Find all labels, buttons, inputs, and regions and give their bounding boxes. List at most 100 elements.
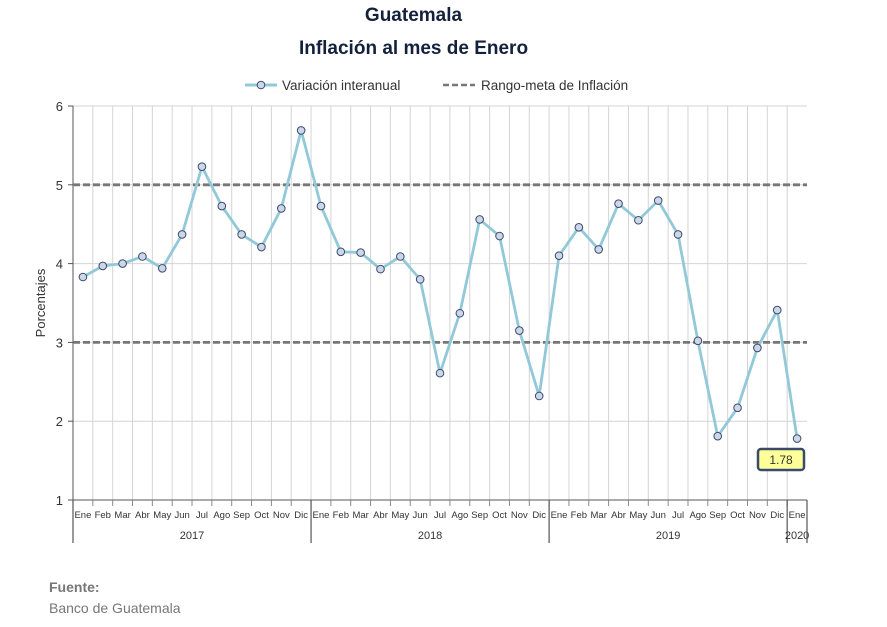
y-tick-label: 1 xyxy=(56,493,63,508)
data-point xyxy=(713,431,723,441)
x-tick-label: Feb xyxy=(571,510,587,521)
x-tick-label: May xyxy=(153,510,171,521)
x-tick-label: Mar xyxy=(114,510,130,521)
x-tick-label: Jun xyxy=(412,510,427,521)
x-tick-label: Mar xyxy=(352,510,368,521)
x-tick-label: Ago xyxy=(689,510,706,521)
x-tick-label: Oct xyxy=(492,510,507,521)
last-value-callout: 1.78 xyxy=(756,447,806,472)
x-tick-label: Jun xyxy=(174,510,189,521)
gridlines xyxy=(73,105,807,501)
x-tick-label: Sep xyxy=(233,510,250,521)
x-tick-label: Sep xyxy=(471,510,488,521)
legend-series-marker xyxy=(256,80,266,90)
chart-title: Guatemala xyxy=(364,5,463,26)
x-tick-label: Ene xyxy=(551,510,568,521)
y-tick-label: 2 xyxy=(56,414,63,429)
data-point xyxy=(98,261,108,271)
y-tick-label: 6 xyxy=(56,99,63,114)
x-tick-label: Nov xyxy=(749,510,766,521)
data-point xyxy=(356,248,365,257)
legend: Variación interanual Rango-meta de Infla… xyxy=(245,78,628,93)
legend-range-label: Rango-meta de Inflación xyxy=(481,78,628,93)
x-tick-label: Jul xyxy=(672,510,684,521)
data-point xyxy=(792,434,802,443)
x-tick-label: May xyxy=(391,510,409,521)
data-point xyxy=(316,201,326,211)
year-label: 2019 xyxy=(656,530,680,542)
x-tick-label: Abr xyxy=(373,510,388,521)
legend-series-label: Variación interanual xyxy=(282,78,400,93)
data-point xyxy=(78,272,88,282)
x-tick-label: May xyxy=(629,510,647,521)
data-point xyxy=(237,230,246,239)
x-tick-label: Feb xyxy=(333,510,349,521)
data-point xyxy=(495,231,504,241)
x-tick-label: Nov xyxy=(511,510,528,521)
data-point xyxy=(653,196,663,205)
data-point xyxy=(217,201,227,211)
data-point xyxy=(534,391,544,401)
data-point xyxy=(554,251,564,261)
x-tick-label: Ene xyxy=(789,510,806,521)
data-point xyxy=(296,126,306,135)
data-point xyxy=(396,252,405,261)
y-tick-label: 5 xyxy=(56,178,63,193)
data-point xyxy=(138,252,147,261)
x-tick-label: Jul xyxy=(196,510,208,521)
data-point xyxy=(376,264,385,274)
series-line xyxy=(82,129,799,439)
data-point xyxy=(415,275,425,284)
data-point xyxy=(276,204,286,213)
source-value: Banco de Guatemala xyxy=(49,600,181,616)
x-tick-label: Ago xyxy=(451,510,468,521)
data-point xyxy=(197,162,207,171)
year-label: 2017 xyxy=(180,530,204,542)
source-label: Fuente: xyxy=(49,579,100,595)
x-tick-label: Jul xyxy=(434,510,446,521)
callout-label: 1.78 xyxy=(769,453,793,467)
data-point xyxy=(594,245,604,254)
data-point xyxy=(772,305,782,315)
y-axis: 1 2 3 4 5 6 xyxy=(56,99,74,508)
chart-subtitle: Inflación al mes de Enero xyxy=(298,38,529,59)
year-label: 2018 xyxy=(418,530,442,542)
data-point xyxy=(574,223,584,232)
data-point xyxy=(257,242,266,252)
data-point xyxy=(753,343,762,353)
x-tick-label: Sep xyxy=(709,510,726,521)
data-point xyxy=(693,336,703,346)
data-point xyxy=(118,259,127,268)
x-tick-label: Jun xyxy=(651,510,666,521)
callout-box xyxy=(756,447,806,472)
data-point xyxy=(673,230,683,239)
x-tick-label: Nov xyxy=(273,510,290,521)
x-tick-label: Ene xyxy=(74,510,91,521)
data-point xyxy=(475,215,484,224)
x-tick-label: Mar xyxy=(591,510,607,521)
x-tick-label: Abr xyxy=(611,510,626,521)
x-tick-label: Abr xyxy=(135,510,150,521)
y-tick-label: 3 xyxy=(56,335,63,350)
data-point xyxy=(336,247,346,257)
data-point xyxy=(733,403,742,413)
data-point xyxy=(614,199,623,209)
x-tick-label: Oct xyxy=(730,510,745,521)
x-tick-label: Dic xyxy=(770,510,784,521)
y-axis-label: Porcentajes xyxy=(33,268,48,337)
data-point xyxy=(634,215,643,225)
data-point xyxy=(157,264,167,273)
x-tick-label: Oct xyxy=(254,510,269,521)
data-point xyxy=(177,230,187,239)
x-tick-label: Dic xyxy=(294,510,308,521)
x-axis: Ene Feb Mar Abr May Jun Jul Ago Sep Oct Nov Dic Ene F… xyxy=(72,499,809,543)
x-tick-label: Dic xyxy=(532,510,546,521)
x-tick-label: Ago xyxy=(213,510,230,521)
y-tick-label: 4 xyxy=(56,257,63,272)
data-point xyxy=(515,326,524,335)
x-tick-label: Ene xyxy=(313,510,330,521)
data-point xyxy=(435,368,445,378)
series-variacion-interanual xyxy=(78,126,802,443)
x-tick-label: Feb xyxy=(95,510,111,521)
